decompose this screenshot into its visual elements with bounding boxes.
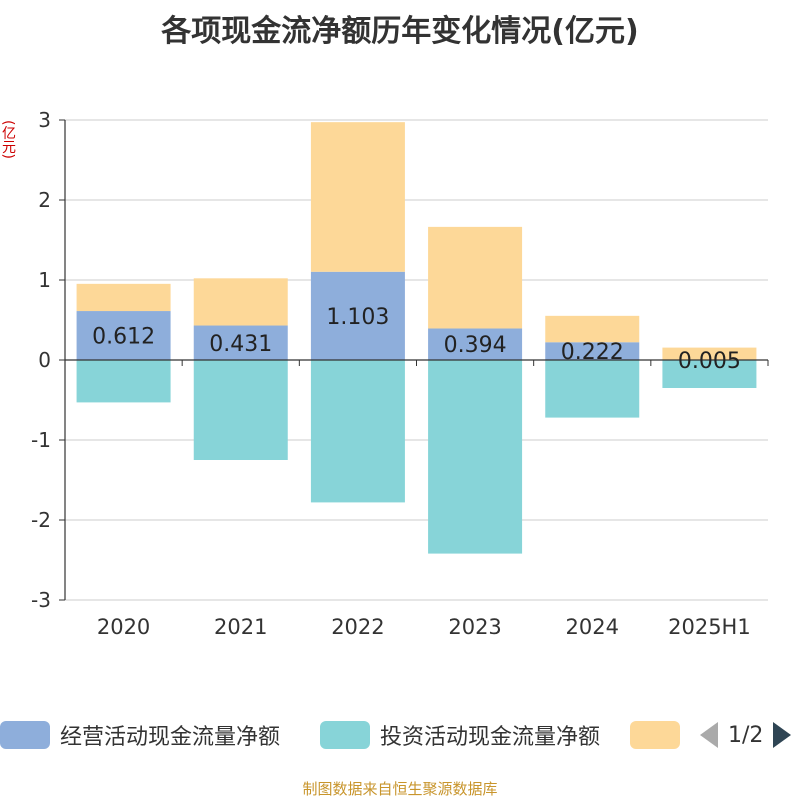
- bar-series1-2023: [428, 328, 523, 360]
- bar-series3-2023: [428, 226, 523, 329]
- bar-series1-2024: [545, 342, 640, 360]
- data-label-2024: 0.222: [561, 340, 624, 365]
- x-tick-label-2021: 2021: [214, 615, 267, 639]
- source-note: 制图数据来自恒生聚源数据库: [302, 780, 498, 798]
- legend-prev-page-icon[interactable]: [700, 722, 718, 748]
- bar-series2-2021: [193, 360, 288, 460]
- legend-pager: 1/2: [700, 715, 792, 755]
- y-tick-label: -3: [31, 588, 51, 612]
- y-tick-label: 3: [38, 108, 51, 132]
- bar-series3-2021: [193, 278, 288, 326]
- y-tick-label: 0: [38, 348, 51, 372]
- y-tick-label: -2: [31, 508, 51, 532]
- data-label-2020: 0.612: [92, 325, 155, 350]
- bar-series2-2024: [545, 360, 640, 418]
- legend-next-page-icon[interactable]: [773, 722, 792, 748]
- chart-title: 各项现金流净额历年变化情况(亿元): [161, 14, 639, 49]
- x-tick-label-2023: 2023: [448, 615, 501, 639]
- data-label-2023: 0.394: [444, 333, 507, 358]
- bar-series3-2025H1: [662, 347, 757, 360]
- legend-label-investing: 投资活动现金流量净额: [380, 725, 601, 750]
- legend-swatch-third: [630, 721, 680, 749]
- bar-series2-2022: [310, 360, 405, 503]
- bar-series2-2023: [428, 360, 523, 554]
- bar-series1-2020: [76, 311, 171, 360]
- legend-item-third[interactable]: [630, 715, 690, 755]
- data-label-2022: 1.103: [326, 305, 389, 330]
- legend-swatch-operating: [0, 721, 50, 749]
- legend: 经营活动现金流量净额 投资活动现金流量净额 1/2: [0, 715, 800, 755]
- chart-plot: 3 2 1 0 -1 -2 -3 0.612 0.431 1.103 0.394 0.222 0.005…: [31, 108, 769, 639]
- bar-series3-2020: [76, 283, 171, 312]
- legend-page-number: 1/2: [728, 722, 764, 748]
- bar-series2-2020: [76, 360, 171, 403]
- x-tick-label-2020: 2020: [97, 615, 150, 639]
- bar-series1-2021: [193, 325, 288, 360]
- y-axis-unit-label: (亿元): [0, 120, 16, 159]
- x-tick-label-2025H1: 2025H1: [668, 615, 751, 639]
- legend-label-operating: 经营活动现金流量净额: [60, 725, 281, 750]
- legend-item-investing[interactable]: 投资活动现金流量净额: [320, 715, 600, 755]
- bar-series2-2025H1: [662, 360, 757, 388]
- x-tick-label-2024: 2024: [566, 615, 619, 639]
- data-label-2021: 0.431: [209, 332, 272, 357]
- data-label-2025H1: 0.005: [678, 349, 741, 374]
- bar-series3-2022: [310, 122, 405, 272]
- legend-item-operating[interactable]: 经营活动现金流量净额: [0, 715, 280, 755]
- y-tick-label: 1: [38, 268, 51, 292]
- bar-series3-2024: [545, 315, 640, 343]
- bar-series1-2022: [310, 271, 405, 360]
- x-tick-label-2022: 2022: [331, 615, 384, 639]
- y-tick-label: -1: [31, 428, 51, 452]
- y-tick-label: 2: [38, 188, 51, 212]
- legend-swatch-investing: [320, 721, 370, 749]
